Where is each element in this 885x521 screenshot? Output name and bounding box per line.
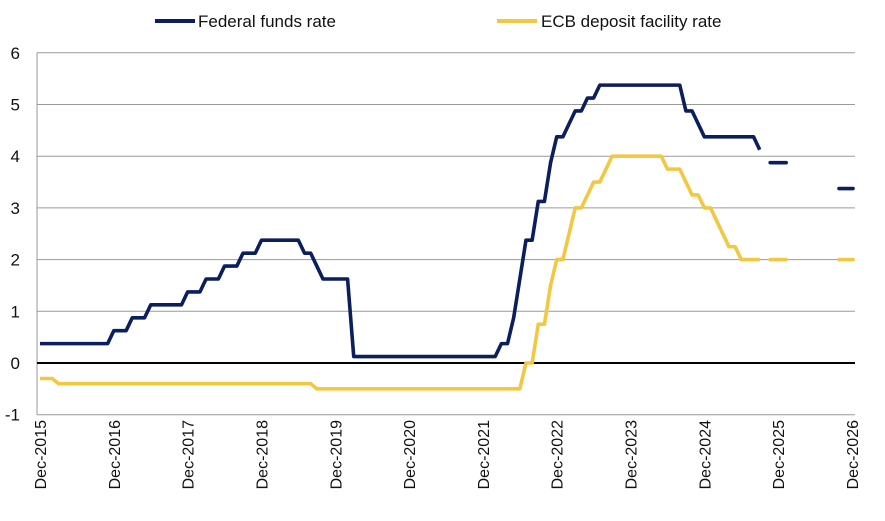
y-tick-label: 5 <box>11 96 20 115</box>
x-tick-label: Dec-2018 <box>254 420 271 489</box>
x-tick-label: Dec-2015 <box>33 420 50 489</box>
series-line-1 <box>40 154 760 391</box>
x-tick-label: Dec-2017 <box>181 420 198 489</box>
x-tick-label: Dec-2024 <box>697 420 714 489</box>
x-tick-label: Dec-2016 <box>107 420 124 489</box>
x-axis-ticks: Dec-2015 Dec-2016 Dec-2017 Dec-2018 Dec-2019… <box>33 420 862 489</box>
legend-label-fed: Federal funds rate <box>198 12 336 31</box>
x-tick-label: Dec-2021 <box>476 420 493 489</box>
x-tick-label: Dec-2022 <box>550 420 567 489</box>
gridlines <box>36 52 855 416</box>
x-tick-label: Dec-2023 <box>624 420 641 489</box>
series-lines <box>40 83 855 391</box>
y-tick-label: 3 <box>11 199 20 218</box>
y-tick-label: -1 <box>5 406 20 425</box>
y-tick-label: 6 <box>11 44 20 63</box>
y-tick-label: 4 <box>11 147 20 166</box>
x-tick-label: Dec-2020 <box>402 420 419 489</box>
x-tick-label: Dec-2019 <box>328 420 345 489</box>
x-tick-label: Dec-2026 <box>845 420 862 489</box>
y-tick-label: 1 <box>11 302 20 321</box>
y-axis-ticks: 6 5 4 3 2 1 0 -1 <box>5 44 20 425</box>
x-tick-label: Dec-2025 <box>771 420 788 489</box>
legend: Federal funds rate ECB deposit facility … <box>155 12 721 31</box>
legend-label-ecb: ECB deposit facility rate <box>541 12 721 31</box>
y-tick-label: 0 <box>11 354 20 373</box>
y-tick-label: 2 <box>11 251 20 270</box>
series-line-0 <box>40 83 762 359</box>
